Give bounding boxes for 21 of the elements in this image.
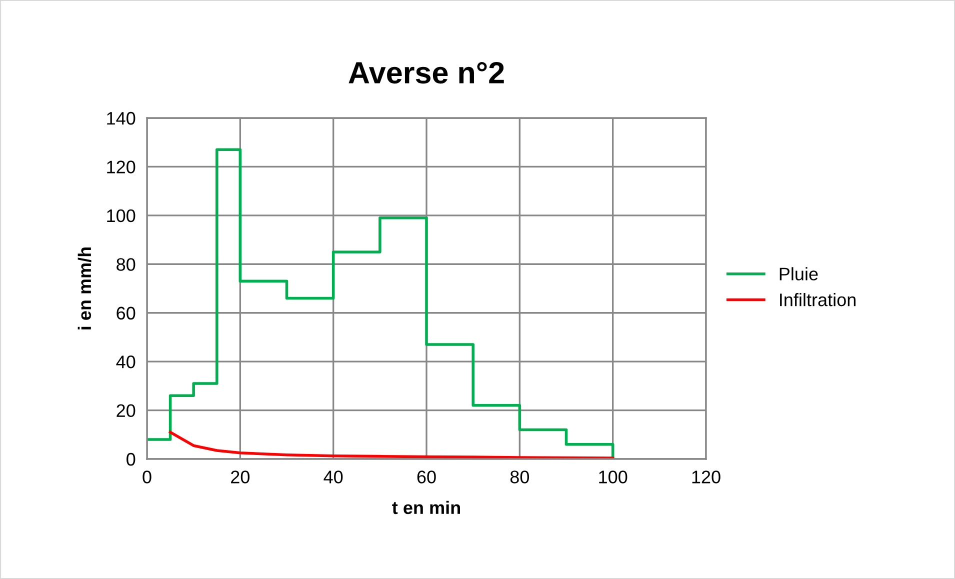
y-tick-label: 100: [107, 209, 136, 222]
y-tick-label: 40: [116, 356, 136, 368]
y-axis-title: i en mm/h: [78, 247, 92, 330]
x-axis-title: t en min: [392, 500, 460, 514]
x-tick-label: 60: [417, 470, 436, 484]
x-tick-label: 120: [692, 470, 720, 484]
y-tick-label: 140: [107, 112, 136, 125]
legend-label: Infiltration: [780, 293, 856, 306]
y-tick-label: 120: [107, 160, 136, 174]
x-tick-label: 0: [142, 470, 152, 484]
x-tick-label: 40: [324, 470, 343, 484]
y-tick-label: 20: [116, 404, 136, 418]
chart-title: Averse n°2: [348, 62, 504, 84]
y-tick-label: 60: [116, 306, 136, 320]
x-tick-label: 20: [231, 470, 250, 484]
y-tick-label: 0: [126, 452, 136, 466]
x-tick-label: 80: [510, 470, 530, 484]
line-series: [168, 430, 614, 459]
y-tick-label: 80: [116, 258, 136, 271]
x-tick-label: 100: [599, 470, 628, 484]
legend-label: Pluie: [780, 267, 818, 280]
